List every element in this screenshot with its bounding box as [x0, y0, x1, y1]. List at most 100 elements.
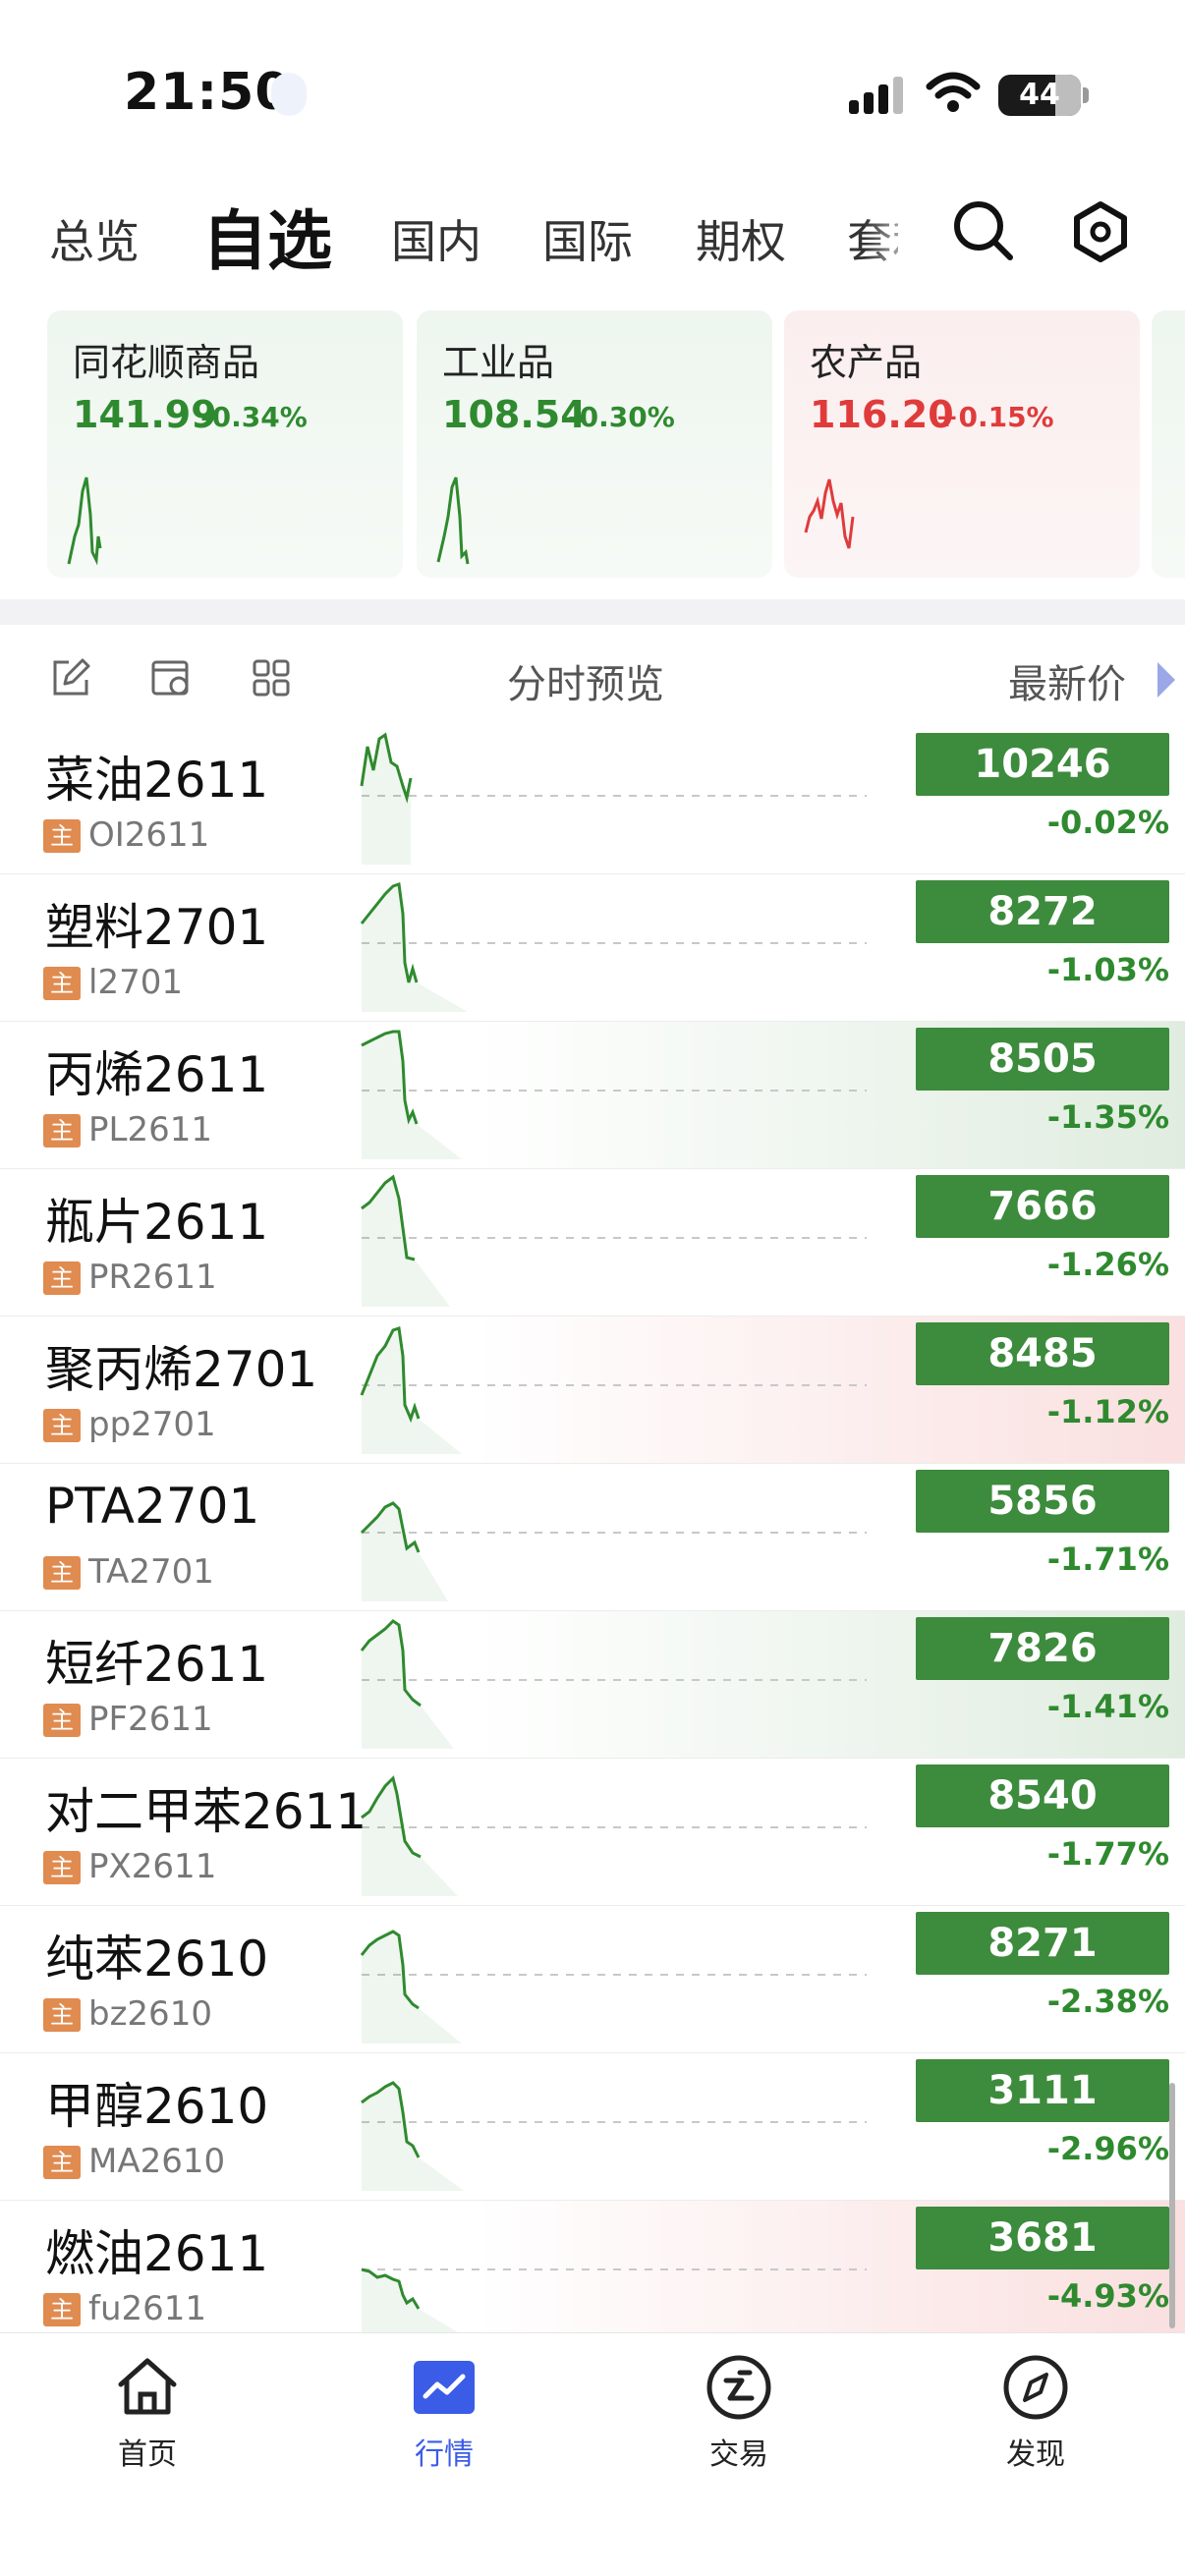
battery-icon: 44	[998, 75, 1081, 116]
index-card-change: +0.15%	[935, 401, 1054, 433]
intraday-sparkline	[361, 1775, 867, 1896]
group-settings-icon[interactable]	[149, 656, 193, 700]
index-card[interactable]: 工业品 108.54 -0.30%	[417, 310, 772, 578]
index-card-price: 108.54	[442, 393, 587, 436]
contract-name: 瓶片2611	[45, 1194, 269, 1251]
latest-price: 8505	[916, 1028, 1169, 1091]
watchlist: 菜油2611 主 OI2611 10246 -0.02% 塑料2701 主 l2701 8272…	[0, 727, 1185, 2332]
contract-code: PF2611	[88, 1700, 213, 1739]
status-indicator	[271, 73, 307, 116]
price-change-percent: -1.12%	[1046, 1393, 1169, 1430]
edit-icon[interactable]	[49, 656, 92, 700]
index-card-price: 141.99	[73, 393, 217, 436]
intraday-sparkline	[360, 1501, 867, 1601]
contract-code: TA2701	[88, 1552, 214, 1592]
contract-name: 丙烯2611	[45, 1046, 269, 1103]
table-row[interactable]: 对二甲苯2611 主 PX2611 8540 -1.77%	[0, 1759, 1185, 1906]
settings-hexagon-icon[interactable]	[1069, 200, 1132, 263]
table-row[interactable]: 瓶片2611 主 PR2611 7666 -1.26%	[0, 1169, 1185, 1316]
intraday-sparkline	[360, 882, 867, 1012]
sparkline-area	[362, 884, 468, 1012]
sparkline-path	[361, 2268, 421, 2310]
main-contract-badge: 主	[43, 819, 81, 853]
index-card-change: -0.34%	[200, 401, 308, 433]
price-change-percent: -1.41%	[1046, 1688, 1169, 1725]
table-row[interactable]: PTA2701 主 TA2701 5856 -1.71%	[0, 1464, 1185, 1611]
sparkline-path	[360, 1619, 422, 1708]
main-contract-badge: 主	[43, 1261, 81, 1295]
contract-code: OI2611	[88, 815, 210, 855]
tab-overview[interactable]: 总览	[49, 215, 140, 268]
tab-fade	[865, 196, 953, 285]
nav-discover[interactable]: 发现	[947, 2353, 1124, 2500]
home-icon	[118, 2358, 177, 2415]
scrollbar[interactable]	[1169, 2083, 1175, 2328]
table-row[interactable]: 短纤2611 主 PF2611 7826 -1.41%	[0, 1611, 1185, 1759]
table-row[interactable]: 纯苯2610 主 bz2610 8271 -2.38%	[0, 1906, 1185, 2053]
status-bar: 21:50 44	[0, 0, 1185, 177]
grid-view-icon[interactable]	[252, 658, 291, 698]
nav-trade[interactable]: 交易	[650, 2353, 827, 2500]
nav-market[interactable]: 行情	[356, 2353, 533, 2500]
index-card-partial[interactable]	[1152, 310, 1185, 578]
contract-name: 聚丙烯2701	[45, 1341, 318, 1398]
index-card[interactable]: 农产品 116.20 +0.15%	[784, 310, 1140, 578]
column-price-label[interactable]: 最新价	[1008, 662, 1126, 707]
price-change-percent: -2.38%	[1046, 1983, 1169, 2020]
sparkline-path	[361, 2081, 421, 2158]
table-row[interactable]: 菜油2611 主 OI2611 10246 -0.02%	[0, 727, 1185, 874]
nav-market-label: 行情	[415, 2437, 474, 2472]
latest-price: 8271	[916, 1912, 1169, 1975]
contract-code: PX2611	[88, 1847, 217, 1886]
search-icon[interactable]	[951, 198, 1016, 263]
compass-icon	[1003, 2355, 1068, 2420]
intraday-sparkline	[361, 2081, 867, 2191]
table-row[interactable]: 丙烯2611 主 PL2611 8505 -1.35%	[0, 1022, 1185, 1169]
sparkline-area	[362, 1621, 454, 1749]
table-row[interactable]: 聚丙烯2701 主 pp2701 8485 -1.12%	[0, 1316, 1185, 1464]
contract-code: PR2611	[88, 1258, 217, 1297]
table-row[interactable]: 甲醇2610 主 MA2610 3111 -2.96%	[0, 2053, 1185, 2201]
main-contract-badge: 主	[43, 2293, 81, 2326]
main-contract-badge: 主	[43, 2146, 81, 2179]
tab-domestic[interactable]: 国内	[391, 215, 481, 268]
table-row[interactable]: 塑料2701 主 l2701 8272 -1.03%	[0, 874, 1185, 1022]
sparkline-path	[361, 1030, 419, 1125]
index-sparkline	[436, 476, 470, 565]
index-card[interactable]: 同花顺商品 141.99 -0.34%	[47, 310, 403, 578]
intraday-sparkline	[360, 1326, 867, 1454]
section-divider	[0, 599, 1185, 625]
contract-name: 塑料2701	[45, 899, 269, 956]
intraday-sparkline	[361, 1174, 867, 1307]
contract-name: PTA2701	[45, 1478, 260, 1535]
table-row[interactable]: 燃油2611 主 fu2611 3681 -4.93%	[0, 2201, 1185, 2332]
index-card-price: 116.20	[810, 393, 954, 436]
status-time: 21:50	[124, 63, 292, 122]
latest-price: 7826	[916, 1617, 1169, 1680]
index-sparkline	[804, 478, 855, 549]
tab-options[interactable]: 期权	[696, 215, 786, 268]
index-card-name: 同花顺商品	[73, 341, 260, 384]
index-card-change: -0.30%	[568, 401, 675, 433]
contract-code: fu2611	[88, 2289, 207, 2328]
sparkline-area	[362, 1932, 462, 2044]
nav-home[interactable]: 首页	[59, 2353, 236, 2500]
sparkline-path	[360, 1930, 420, 2010]
contract-code: MA2610	[88, 2142, 226, 2181]
sparkline-path	[360, 732, 413, 804]
contract-code: l2701	[88, 963, 183, 1002]
tab-international[interactable]: 国际	[542, 215, 633, 268]
nav-trade-label: 交易	[709, 2437, 768, 2472]
main-contract-badge: 主	[43, 1556, 81, 1590]
latest-price: 10246	[916, 733, 1169, 796]
sparkline-path	[360, 882, 419, 983]
sparkline-area	[362, 735, 411, 865]
sparkline-area	[362, 1778, 458, 1896]
sparkline-path	[360, 1501, 421, 1553]
latest-price: 5856	[916, 1470, 1169, 1533]
intraday-sparkline	[360, 1930, 867, 2044]
main-contract-badge: 主	[43, 1998, 81, 2032]
sort-arrow-icon[interactable]	[1156, 660, 1177, 700]
tab-watchlist[interactable]: 自选	[202, 203, 332, 279]
sparkline-path	[361, 1775, 422, 1859]
